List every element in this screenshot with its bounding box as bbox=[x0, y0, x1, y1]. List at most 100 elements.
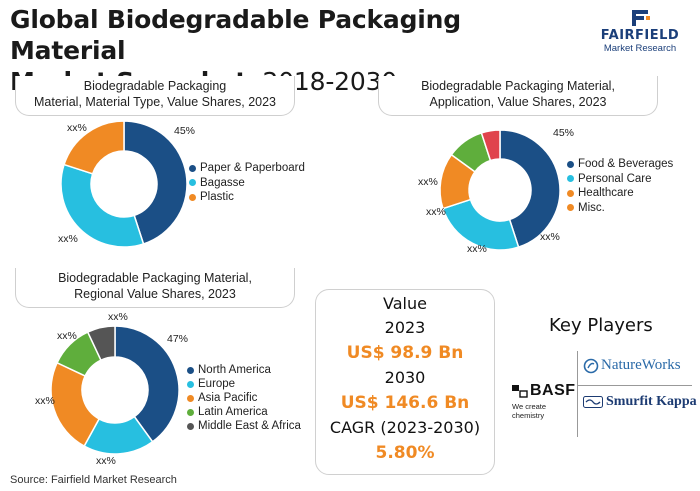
chart3-label-4: xx% bbox=[108, 311, 128, 323]
basf-logo: BASF We create chemistry bbox=[512, 382, 576, 420]
chart1-label-2: xx% bbox=[67, 122, 87, 134]
legend-item: Personal Care bbox=[567, 172, 673, 187]
legend-label: Food & Beverages bbox=[578, 158, 674, 170]
donut-regional bbox=[50, 325, 180, 455]
legend-label: North America bbox=[198, 364, 271, 376]
legend-swatch bbox=[567, 160, 574, 168]
legend-item: Asia Pacific bbox=[187, 391, 301, 405]
chart3-label-0: 47% bbox=[167, 333, 188, 345]
chart3-title: Biodegradable Packaging Material, Region… bbox=[15, 268, 295, 308]
smurfit-kappa-logo: Smurfit Kappa bbox=[583, 394, 697, 410]
legend-item: Plastic bbox=[189, 190, 305, 205]
divider bbox=[577, 385, 692, 386]
key-players-title: Key Players bbox=[549, 315, 653, 336]
chart1-label-0: 45% bbox=[174, 125, 195, 137]
legend-swatch bbox=[187, 422, 194, 430]
legend-item: Latin America bbox=[187, 405, 301, 419]
chart3-label-3: xx% bbox=[57, 330, 77, 342]
donut-slice bbox=[480, 129, 501, 162]
cagr-value: 5.80% bbox=[375, 443, 435, 463]
value-label: Value bbox=[383, 294, 427, 313]
chart2-label-4: xx% bbox=[418, 176, 438, 188]
smurfit-kappa-name: Smurfit Kappa bbox=[606, 394, 697, 409]
value-2023: US$ 98.9 Bn bbox=[346, 343, 464, 363]
donut-application bbox=[439, 129, 561, 251]
legend-item: Bagasse bbox=[189, 176, 305, 191]
natureworks-leaf-icon bbox=[583, 358, 599, 373]
chart2-label-0: 45% bbox=[553, 127, 574, 139]
divider bbox=[577, 351, 578, 437]
legend-item: Paper & Paperboard bbox=[189, 161, 305, 176]
chart3-legend: North America Europe Asia Pacific Latin … bbox=[187, 363, 301, 433]
cagr-label: CAGR (2023-2030) bbox=[329, 418, 481, 437]
chart3-title-line1: Biodegradable Packaging Material, bbox=[58, 271, 252, 285]
fairfield-logo: FAIRFIELD Market Research bbox=[588, 8, 692, 56]
legend-item: Misc. bbox=[567, 201, 673, 216]
chart1-title: Biodegradable Packaging Material, Materi… bbox=[15, 76, 295, 116]
donut-slice bbox=[50, 361, 101, 448]
legend-label: Latin America bbox=[198, 406, 268, 418]
chart2-title: Biodegradable Packaging Material, Applic… bbox=[378, 76, 658, 116]
chart1-label-1: xx% bbox=[58, 233, 78, 245]
legend-label: Personal Care bbox=[578, 172, 652, 185]
legend-swatch bbox=[567, 175, 574, 183]
legend-item: Europe bbox=[187, 377, 301, 391]
legend-swatch bbox=[187, 366, 194, 374]
donut-slice bbox=[499, 129, 561, 249]
donut-slice bbox=[86, 325, 116, 362]
legend-label: Healthcare bbox=[578, 187, 634, 199]
legend-label: Paper & Paperboard bbox=[200, 162, 305, 174]
donut-slice bbox=[63, 120, 125, 175]
chart1-title-line1: Biodegradable Packaging bbox=[83, 79, 227, 93]
basf-square-icon bbox=[512, 385, 528, 398]
legend-swatch bbox=[189, 193, 196, 201]
legend-swatch bbox=[187, 408, 194, 416]
legend-swatch bbox=[189, 179, 196, 187]
legend-swatch bbox=[189, 164, 196, 172]
donut-slice bbox=[60, 163, 145, 248]
chart2-title-line2: Application, Value Shares, 2023 bbox=[429, 95, 607, 109]
legend-swatch bbox=[567, 189, 574, 197]
chart2-label-3: xx% bbox=[426, 206, 446, 218]
chart3-label-2: xx% bbox=[35, 395, 55, 407]
donut-slice bbox=[114, 325, 180, 443]
legend-item: Middle East & Africa bbox=[187, 419, 301, 433]
legend-label: Plastic bbox=[200, 191, 234, 203]
chart3-label-1: xx% bbox=[96, 455, 116, 467]
logo-sub: Market Research bbox=[603, 43, 677, 54]
natureworks-name: NatureWorks bbox=[601, 357, 681, 373]
smurfit-kappa-icon bbox=[583, 396, 603, 408]
basf-name: BASF bbox=[530, 382, 576, 399]
chart2-label-2: xx% bbox=[467, 243, 487, 255]
chart2-legend: Food & Beverages Personal Care Healthcar… bbox=[567, 157, 673, 215]
title-line1: Global Biodegradable Packaging Material bbox=[10, 5, 461, 65]
legend-label: Middle East & Africa bbox=[198, 420, 301, 432]
legend-swatch bbox=[567, 204, 574, 212]
source-note: Source: Fairfield Market Research bbox=[10, 474, 177, 486]
legend-label: Asia Pacific bbox=[198, 392, 258, 404]
value-year-2030: 2030 bbox=[384, 368, 426, 387]
basf-tagline: We create chemistry bbox=[512, 402, 547, 420]
chart2-title-line1: Biodegradable Packaging Material, bbox=[421, 79, 615, 93]
donut-material-type bbox=[60, 120, 188, 248]
value-2030: US$ 146.6 Bn bbox=[340, 393, 470, 413]
legend-label: Misc. bbox=[578, 201, 605, 214]
legend-label: Europe bbox=[198, 378, 236, 390]
legend-label: Bagasse bbox=[200, 176, 245, 189]
chart1-legend: Paper & Paperboard Bagasse Plastic bbox=[189, 161, 305, 205]
value-year-2023: 2023 bbox=[384, 318, 426, 337]
legend-item: Food & Beverages bbox=[567, 157, 673, 172]
legend-item: North America bbox=[187, 363, 301, 377]
fairfield-flag-icon bbox=[632, 10, 650, 26]
chart1-title-line2: Material, Material Type, Value Shares, 2… bbox=[33, 95, 277, 109]
donut-slice bbox=[123, 120, 188, 245]
chart2-label-1: xx% bbox=[540, 231, 560, 243]
legend-swatch bbox=[187, 394, 194, 402]
legend-item: Healthcare bbox=[567, 186, 673, 201]
market-value-box: Value 2023 US$ 98.9 Bn 2030 US$ 146.6 Bn… bbox=[315, 289, 495, 475]
logo-brand: FAIRFIELD bbox=[600, 28, 680, 43]
chart3-title-line2: Regional Value Shares, 2023 bbox=[74, 287, 236, 301]
natureworks-logo: NatureWorks bbox=[583, 357, 681, 374]
legend-swatch bbox=[187, 380, 194, 388]
